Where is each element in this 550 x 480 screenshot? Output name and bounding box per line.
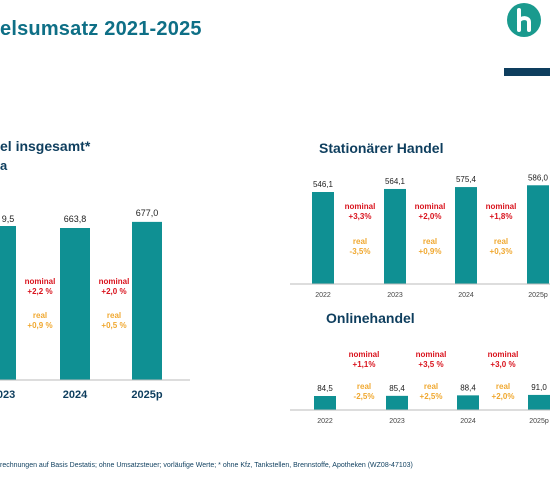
header-accent-bar	[504, 68, 550, 76]
left-chart-title: el insgesamt*	[0, 138, 91, 154]
nominal-label-online-0: nominal	[349, 350, 380, 359]
category-label-online-2023: 2023	[389, 418, 405, 425]
bar-stat-2023	[384, 188, 406, 284]
nominal-label-left-1: +2,0 %	[101, 287, 126, 296]
real-label-stat-0: real	[353, 237, 367, 246]
footnote: rechnungen auf Basis Destatis; ohne Umsa…	[0, 462, 413, 469]
category-label-stat-2022: 2022	[315, 292, 331, 299]
real-label-online-0: -2,5%	[354, 392, 375, 401]
value-label-online-2025p: 91,0	[531, 383, 547, 392]
stationary-chart-title: Stationärer Handel	[319, 140, 444, 156]
real-label-left-0: +0,9 %	[27, 321, 52, 330]
bar-stat-2024	[455, 187, 477, 284]
real-label-left-1: real	[107, 311, 121, 320]
nominal-label-stat-2: +1,8%	[490, 212, 513, 221]
nominal-label-stat-1: nominal	[415, 202, 446, 211]
value-label-stat-2022: 546,1	[313, 180, 334, 189]
category-label-stat-2024: 2024	[458, 292, 474, 299]
bar-left-2023	[0, 226, 16, 380]
bar-online-2025p	[528, 394, 550, 410]
bar-online-2023	[386, 395, 408, 410]
category-label-left-023: 023	[0, 389, 15, 401]
nominal-label-online-0: +1,1%	[353, 360, 376, 369]
real-label-stat-0: -3,5%	[350, 247, 371, 256]
real-label-online-1: +2,5%	[420, 392, 443, 401]
nominal-label-stat-2: nominal	[486, 202, 517, 211]
bar-online-2022	[314, 396, 336, 410]
nominal-label-left-1: nominal	[99, 277, 130, 286]
category-label-stat-2023: 2023	[387, 292, 403, 299]
value-label-online-2022: 84,5	[317, 384, 333, 393]
real-label-stat-2: real	[494, 237, 508, 246]
hde-logo-icon	[506, 2, 542, 38]
real-label-stat-2: +0,3%	[490, 247, 513, 256]
nominal-label-online-1: +3,5 %	[418, 360, 443, 369]
nominal-label-online-2: +3,0 %	[490, 360, 515, 369]
page-title: elsumsatz 2021-2025	[0, 18, 202, 40]
online-chart: 84,5 2022 85,4 2023 88,4 2024 91,0 2025p nominal…	[290, 350, 550, 425]
value-label-stat-2023: 564,1	[385, 177, 406, 186]
category-label-left-2024: 2024	[63, 389, 88, 401]
value-label-online-2023: 85,4	[389, 384, 405, 393]
nominal-label-stat-0: +3,3%	[349, 212, 372, 221]
real-label-stat-1: real	[423, 237, 437, 246]
nominal-label-stat-1: +2,0%	[419, 212, 442, 221]
stationary-chart: 546,1 2022 564,1 2023 575,4 2024 586,0 2025p nom…	[290, 173, 550, 299]
value-label-stat-2025p: 586,0	[528, 173, 549, 182]
real-label-online-2: +2,0%	[492, 392, 515, 401]
nominal-label-online-2: nominal	[488, 350, 519, 359]
category-label-online-2025p: 2025p	[529, 418, 549, 425]
real-label-online-0: real	[357, 382, 371, 391]
real-label-stat-1: +0,9%	[419, 247, 442, 256]
bar-stat-2022	[312, 192, 334, 284]
value-label-online-2024: 88,4	[460, 383, 476, 392]
category-label-stat-2025p: 2025p	[528, 292, 548, 299]
category-label-online-2022: 2022	[317, 418, 333, 425]
bar-left-2025p	[132, 221, 162, 380]
value-label-left-2024: 663,8	[64, 214, 87, 224]
value-label-stat-2024: 575,4	[456, 175, 477, 184]
real-label-online-1: real	[424, 382, 438, 391]
value-label-left-2025p: 677,0	[136, 208, 159, 218]
left-chart-subtitle: a	[0, 158, 8, 173]
online-chart-title: Onlinehandel	[326, 310, 415, 326]
nominal-label-left-0: +2,2 %	[27, 287, 52, 296]
bar-stat-2025p	[527, 185, 549, 284]
category-label-online-2024: 2024	[460, 418, 476, 425]
real-label-left-1: +0,5 %	[101, 321, 126, 330]
nominal-label-left-0: nominal	[25, 277, 56, 286]
real-label-online-2: real	[496, 382, 510, 391]
value-label-left-2023: 9,5	[2, 214, 15, 224]
category-label-left-2025p: 2025p	[131, 389, 162, 401]
bar-left-2024	[60, 228, 90, 380]
bar-online-2024	[457, 395, 479, 410]
nominal-label-online-1: nominal	[416, 350, 447, 359]
real-label-left-0: real	[33, 311, 47, 320]
nominal-label-stat-0: nominal	[345, 202, 376, 211]
